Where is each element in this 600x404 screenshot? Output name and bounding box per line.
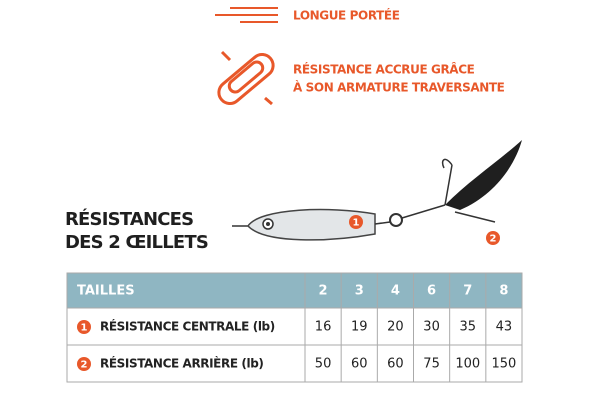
cell-value: 19 [351,320,368,335]
size-header: 2 [319,284,328,299]
marker [486,231,500,245]
cell-value: 100 [455,357,480,372]
row-badge [77,320,91,334]
row-badge-label: 2 [81,360,88,371]
cell-value: 43 [496,320,513,335]
cell-value: 60 [387,357,404,372]
row-badge [77,357,91,371]
lure-diagram: 1 2 [232,140,522,245]
cell-value: 16 [315,320,332,335]
marker [349,215,363,229]
table-header: TAILLES [77,284,135,299]
row-label: RÉSISTANCE CENTRALE (lb) [100,319,275,334]
cell-value: 30 [423,320,440,335]
cell-value: 20 [387,320,404,335]
size-header: 4 [391,284,400,299]
cell-value: 75 [423,357,440,372]
row-badge-label: 1 [81,323,88,334]
size-table: TAILLES 2 3 4 6 7 8 1 RÉSISTANCE CENTRALE (lb) 1… [66,272,523,383]
marker-label: 1 [353,218,360,229]
feature-text: LONGUE PORTÉE [293,8,400,23]
cell-value: 50 [315,357,332,372]
range-icon [215,7,278,23]
marker-label: 2 [490,234,497,245]
feature-text: RÉSISTANCE ACCRUE GRÂCE [293,62,475,77]
row-label: RÉSISTANCE ARRIÈRE (lb) [100,356,263,371]
cell-value: 35 [459,320,476,335]
size-header: 3 [355,284,364,299]
section-title: DES 2 ŒILLETS [65,232,208,253]
table-header-bg [67,273,522,308]
size-header: 8 [499,284,508,299]
table-border [66,272,523,383]
cell-value: 150 [492,357,517,372]
size-header: 6 [427,284,436,299]
feature-text: À SON ARMATURE TRAVERSANTE [293,80,505,95]
size-header: 7 [463,284,472,299]
section-title: RÉSISTANCES [65,208,193,230]
strength-icon [217,50,275,106]
cell-value: 60 [351,357,368,372]
